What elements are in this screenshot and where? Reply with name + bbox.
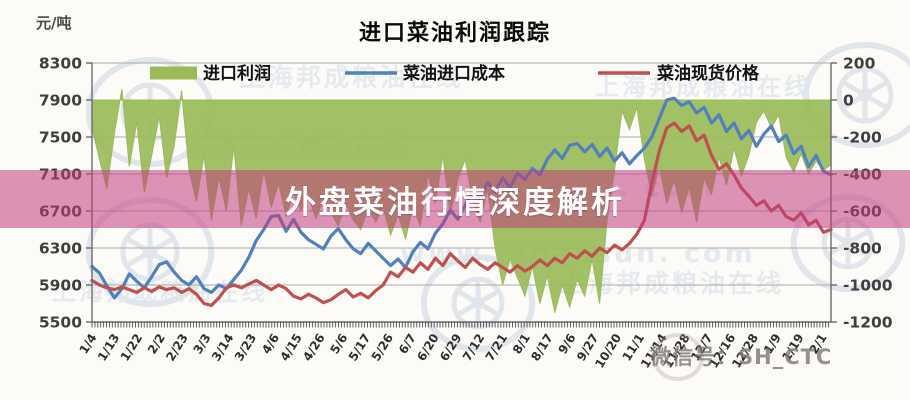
svg-text:-1000: -1000 [843, 277, 893, 295]
svg-text:8/17: 8/17 [528, 331, 555, 363]
svg-text:菜油现货价格: 菜油现货价格 [656, 63, 760, 84]
svg-text:7500: 7500 [39, 129, 82, 147]
svg-text:-1200: -1200 [843, 314, 893, 332]
watermark-text: 上海邦成粮油在线 [240, 63, 464, 92]
svg-text:1/22: 1/22 [118, 331, 145, 363]
svg-text:3/14: 3/14 [209, 331, 236, 363]
svg-text:-200: -200 [843, 129, 882, 147]
y-axis-unit-label: 元/吨 [36, 14, 72, 32]
svg-text:6300: 6300 [39, 240, 82, 258]
svg-text:菜油进口成本: 菜油进口成本 [402, 63, 505, 84]
promo-banner-text: 外盘菜油行情深度解析 [285, 184, 625, 221]
chart-title: 进口菜油利润跟踪 [358, 21, 551, 46]
svg-text:4/15: 4/15 [277, 331, 304, 363]
ship-wheel-watermark-icon [803, 42, 910, 148]
promo-banner-overlay: 外盘菜油行情深度解析 [0, 170, 910, 228]
watermark-text: 上海邦成粮油在线 [52, 278, 268, 306]
watermark-text: 上海邦成粮油在线 [595, 73, 811, 101]
svg-text:0: 0 [843, 92, 854, 110]
svg-text:1/13: 1/13 [95, 331, 122, 363]
svg-text:6/20: 6/20 [414, 331, 441, 363]
svg-text:7900: 7900 [39, 92, 82, 110]
svg-text:200: 200 [843, 55, 876, 73]
spot-price-line-series [90, 121, 833, 307]
wechat-stamp-icon [652, 333, 704, 381]
svg-text:5/17: 5/17 [346, 331, 373, 363]
svg-text:2/23: 2/23 [163, 331, 190, 363]
svg-text:进口利润: 进口利润 [203, 63, 271, 84]
legend: 进口利润 菜油进口成本 菜油现货价格 [150, 63, 760, 84]
svg-text:8300: 8300 [39, 55, 82, 73]
watermark-text: 上海邦成粮油在线 [560, 269, 784, 298]
wechat-watermark: 微信号：SH_CTC [650, 345, 833, 369]
legend-swatch-import-profit [150, 66, 197, 80]
svg-text:4/26: 4/26 [300, 331, 327, 363]
x-axis-minor-ticks [91, 322, 830, 328]
svg-text:3/23: 3/23 [232, 331, 259, 363]
svg-text:5900: 5900 [39, 277, 82, 295]
svg-text:5500: 5500 [39, 314, 82, 332]
svg-text:-800: -800 [843, 240, 882, 258]
svg-text:5/26: 5/26 [369, 331, 396, 363]
